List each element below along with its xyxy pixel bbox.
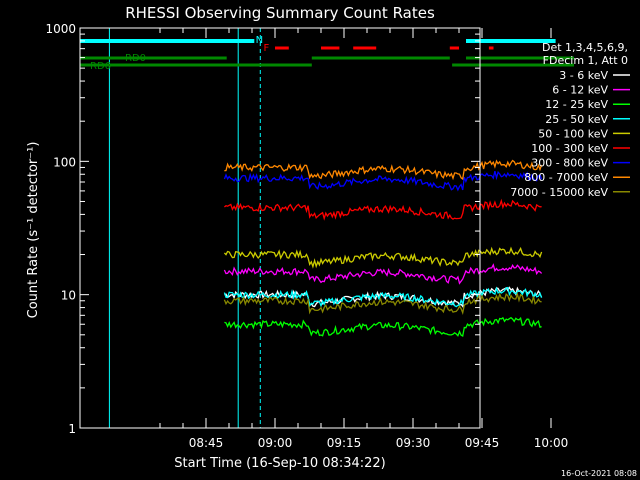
legend-entry-label: 7000 - 15000 keV bbox=[510, 186, 608, 199]
x-tick-label: 09:45 bbox=[465, 436, 500, 450]
x-tick-label: 09:15 bbox=[327, 436, 362, 450]
legend-entry-label: 100 - 300 keV bbox=[531, 142, 608, 155]
x-tick-label: 08:45 bbox=[189, 436, 224, 450]
generated-timestamp: 16-Oct-2021 08:08 bbox=[561, 469, 637, 478]
flag-label-rd6: RD6 bbox=[90, 61, 111, 72]
x-axis-label: Start Time (16-Sep-10 08:34:22) bbox=[174, 456, 385, 471]
series-line bbox=[224, 159, 543, 181]
y-tick-label: 100 bbox=[53, 155, 76, 169]
legend-entry-label: 12 - 25 keV bbox=[545, 98, 608, 111]
x-tick-label: 10:00 bbox=[534, 436, 569, 450]
series-line bbox=[224, 316, 542, 337]
series-line bbox=[223, 198, 542, 221]
y-tick-label: 10 bbox=[61, 289, 76, 303]
legend-entry-label: 50 - 100 keV bbox=[538, 127, 608, 140]
y-tick-label: 1000 bbox=[45, 22, 76, 36]
plot-frame bbox=[79, 27, 481, 429]
series-line bbox=[223, 286, 543, 308]
chart-title: RHESSI Observing Summary Count Rates bbox=[125, 4, 435, 22]
series-line bbox=[223, 292, 542, 315]
series-line bbox=[223, 170, 543, 192]
legend-header-line: Det 1,3,4,5,6,9, bbox=[542, 41, 628, 54]
legend-entry-label: 6 - 12 keV bbox=[552, 84, 608, 97]
x-tick-label: 09:00 bbox=[258, 436, 293, 450]
flag-label-n: N bbox=[256, 35, 263, 46]
legend-entry-label: 25 - 50 keV bbox=[545, 113, 608, 126]
legend: Det 1,3,4,5,6,9,FDecim 1, Att 0 3 - 6 keV… bbox=[510, 41, 630, 199]
axes-layer: 1 10 100 1000 08:45 09:00 09:15 09:30 09:45 10:00 bbox=[45, 22, 568, 450]
data-layer: NF RD0 RD6 bbox=[80, 28, 574, 428]
y-axis-label: Count Rate (s⁻¹ detector⁻¹) bbox=[26, 142, 41, 319]
legend-entry-label: 800 - 7000 keV bbox=[524, 171, 608, 184]
legend-entry-label: 300 - 800 keV bbox=[531, 157, 608, 170]
flag-label-rd0: RD0 bbox=[125, 53, 146, 64]
x-tick-label: 09:30 bbox=[396, 436, 431, 450]
y-tick-label: 1 bbox=[68, 422, 76, 436]
series-line bbox=[223, 246, 543, 269]
legend-header-line: FDecim 1, Att 0 bbox=[543, 54, 628, 67]
flag-label-f: F bbox=[264, 43, 270, 54]
legend-entry-label: 3 - 6 keV bbox=[559, 69, 608, 82]
series-line bbox=[223, 263, 543, 285]
